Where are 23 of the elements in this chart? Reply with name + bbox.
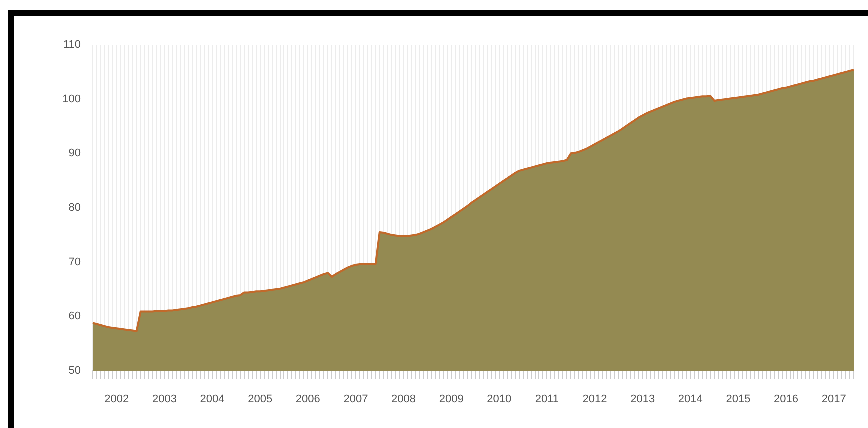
x-tick-label: 2005	[248, 394, 273, 406]
x-tick-label: 2009	[439, 394, 464, 406]
x-tick-label: 2015	[726, 394, 751, 406]
x-tick-label: 2003	[152, 394, 177, 406]
y-tick-label: 100	[62, 93, 81, 106]
x-tick-label: 2017	[822, 394, 846, 406]
x-tick-label: 2016	[774, 394, 799, 406]
x-tick-label: 2002	[104, 394, 130, 406]
x-tick-label: 2006	[296, 394, 320, 406]
x-tick-label: 2012	[582, 394, 608, 406]
x-tick-label: 2008	[392, 394, 416, 406]
y-tick-label: 50	[68, 365, 81, 378]
x-tick-label: 2004	[200, 394, 225, 406]
x-tick-label: 2010	[487, 394, 512, 406]
y-tick-label: 60	[68, 310, 81, 323]
x-tick-label: 2007	[344, 394, 368, 406]
y-tick-label: 90	[68, 148, 81, 160]
x-tick-label: 2014	[678, 394, 703, 406]
y-tick-label: 70	[68, 256, 81, 268]
y-tick-label: 80	[68, 202, 81, 214]
x-tick-label: 2011	[535, 394, 560, 406]
x-tick-label: 2013	[630, 394, 656, 406]
y-tick-label: 110	[63, 39, 81, 52]
